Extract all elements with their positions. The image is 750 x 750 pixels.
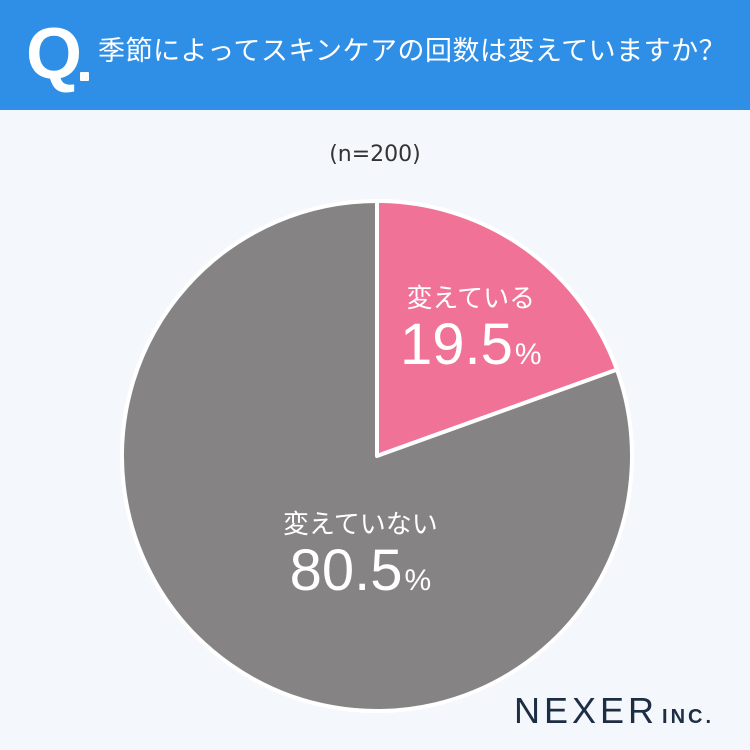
brand-name: NEXER: [514, 690, 659, 731]
slice-label-changed: 変えている 19.5%: [400, 282, 542, 374]
pie-slice-changed: [375, 199, 619, 458]
question-text: 季節によってスキンケアの回数は変えていますか？: [98, 36, 727, 67]
slice-value: 80.5%: [283, 542, 438, 600]
question-header: Q 季節によってスキンケアの回数は変えていますか？: [0, 0, 750, 110]
sample-size: (n=200): [329, 142, 421, 167]
pie-slice-not-changed: [120, 199, 634, 713]
slice-name: 変えている: [406, 284, 536, 314]
brand-suffix: INC.: [662, 706, 715, 728]
slice-value-number: 80.5: [289, 538, 403, 603]
slice-value: 19.5%: [400, 316, 542, 374]
q-label: Q: [26, 14, 83, 94]
slice-label-not-changed: 変えていない 80.5%: [283, 508, 438, 600]
q-dot: [80, 72, 89, 81]
slice-value-unit: %: [404, 564, 432, 597]
slice-value-number: 19.5: [400, 312, 513, 377]
slice-value-unit: %: [514, 338, 542, 371]
slice-name: 変えていない: [283, 510, 438, 540]
brand-logo: NEXER INC.: [514, 690, 714, 732]
